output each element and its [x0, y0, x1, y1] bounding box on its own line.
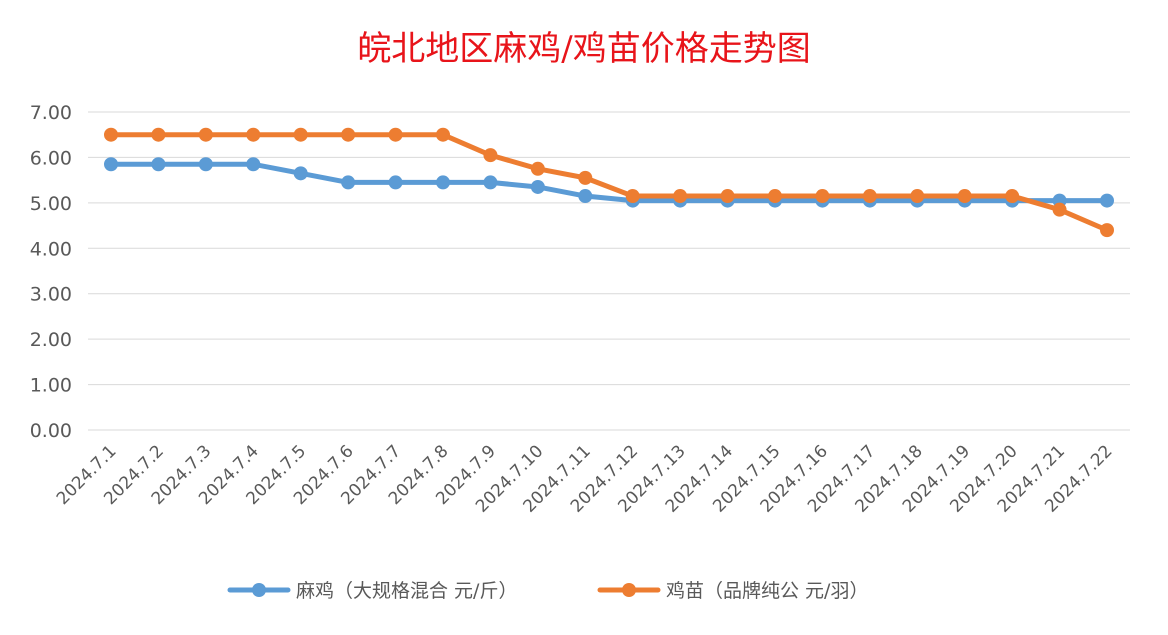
data-point	[246, 127, 261, 142]
data-point	[1052, 202, 1067, 217]
legend-item: 麻鸡（大规格混合 元/斤）	[227, 580, 517, 602]
legend-marker	[252, 583, 266, 597]
data-point	[530, 179, 545, 194]
data-point	[388, 175, 403, 190]
data-point	[436, 127, 450, 142]
y-tick-label: 7.00	[30, 102, 72, 124]
legend-item: 鸡苗（品牌纯公 元/羽）	[597, 580, 868, 602]
data-point	[388, 127, 403, 142]
data-point	[198, 157, 213, 172]
data-point	[293, 127, 308, 142]
data-point	[198, 127, 213, 142]
data-point	[1005, 189, 1020, 204]
data-point	[910, 189, 925, 204]
x-axis-ticks: 2024.7.12024.7.22024.7.32024.7.42024.7.5…	[53, 441, 1117, 516]
y-tick-label: 4.00	[30, 238, 72, 260]
data-point	[815, 189, 830, 204]
data-point	[578, 189, 593, 204]
y-tick-label: 2.00	[30, 329, 72, 351]
data-point	[625, 189, 640, 204]
data-point	[341, 175, 356, 190]
data-point	[673, 189, 688, 204]
data-point	[578, 170, 593, 185]
data-point	[151, 157, 166, 172]
series-1	[104, 157, 1114, 208]
y-tick-label: 0.00	[30, 420, 72, 442]
data-point	[104, 157, 118, 172]
data-point	[436, 175, 450, 190]
data-point	[341, 127, 356, 142]
data-point	[720, 189, 735, 204]
legend-label: 麻鸡（大规格混合 元/斤）	[296, 580, 517, 602]
gridlines	[88, 111, 1130, 431]
series-2	[104, 127, 1114, 238]
data-point	[151, 127, 166, 142]
series-line	[108, 132, 1110, 233]
y-axis-ticks: 0.00 1.00 2.00 3.00 4.00 5.00 6.00 7.00	[30, 102, 72, 442]
series-lines	[104, 127, 1114, 238]
y-tick-label: 3.00	[30, 284, 72, 306]
data-point	[104, 127, 118, 142]
data-point	[483, 148, 498, 163]
data-point	[530, 161, 545, 176]
data-point	[862, 189, 877, 204]
data-point	[957, 189, 972, 204]
data-point	[293, 166, 308, 181]
y-tick-label: 5.00	[30, 193, 72, 215]
data-point	[768, 189, 782, 204]
data-point	[246, 157, 261, 172]
y-tick-label: 6.00	[30, 147, 72, 169]
legend-label: 鸡苗（品牌纯公 元/羽）	[666, 580, 868, 602]
data-point	[1100, 223, 1114, 238]
legend-marker	[622, 583, 636, 597]
data-point	[1100, 193, 1114, 208]
data-point	[483, 175, 498, 190]
series-line	[108, 161, 1110, 204]
chart-title: 皖北地区麻鸡/鸡苗价格走势图	[357, 29, 810, 69]
legend: 麻鸡（大规格混合 元/斤） 鸡苗（品牌纯公 元/羽）	[227, 580, 868, 602]
y-tick-label: 1.00	[30, 375, 72, 397]
